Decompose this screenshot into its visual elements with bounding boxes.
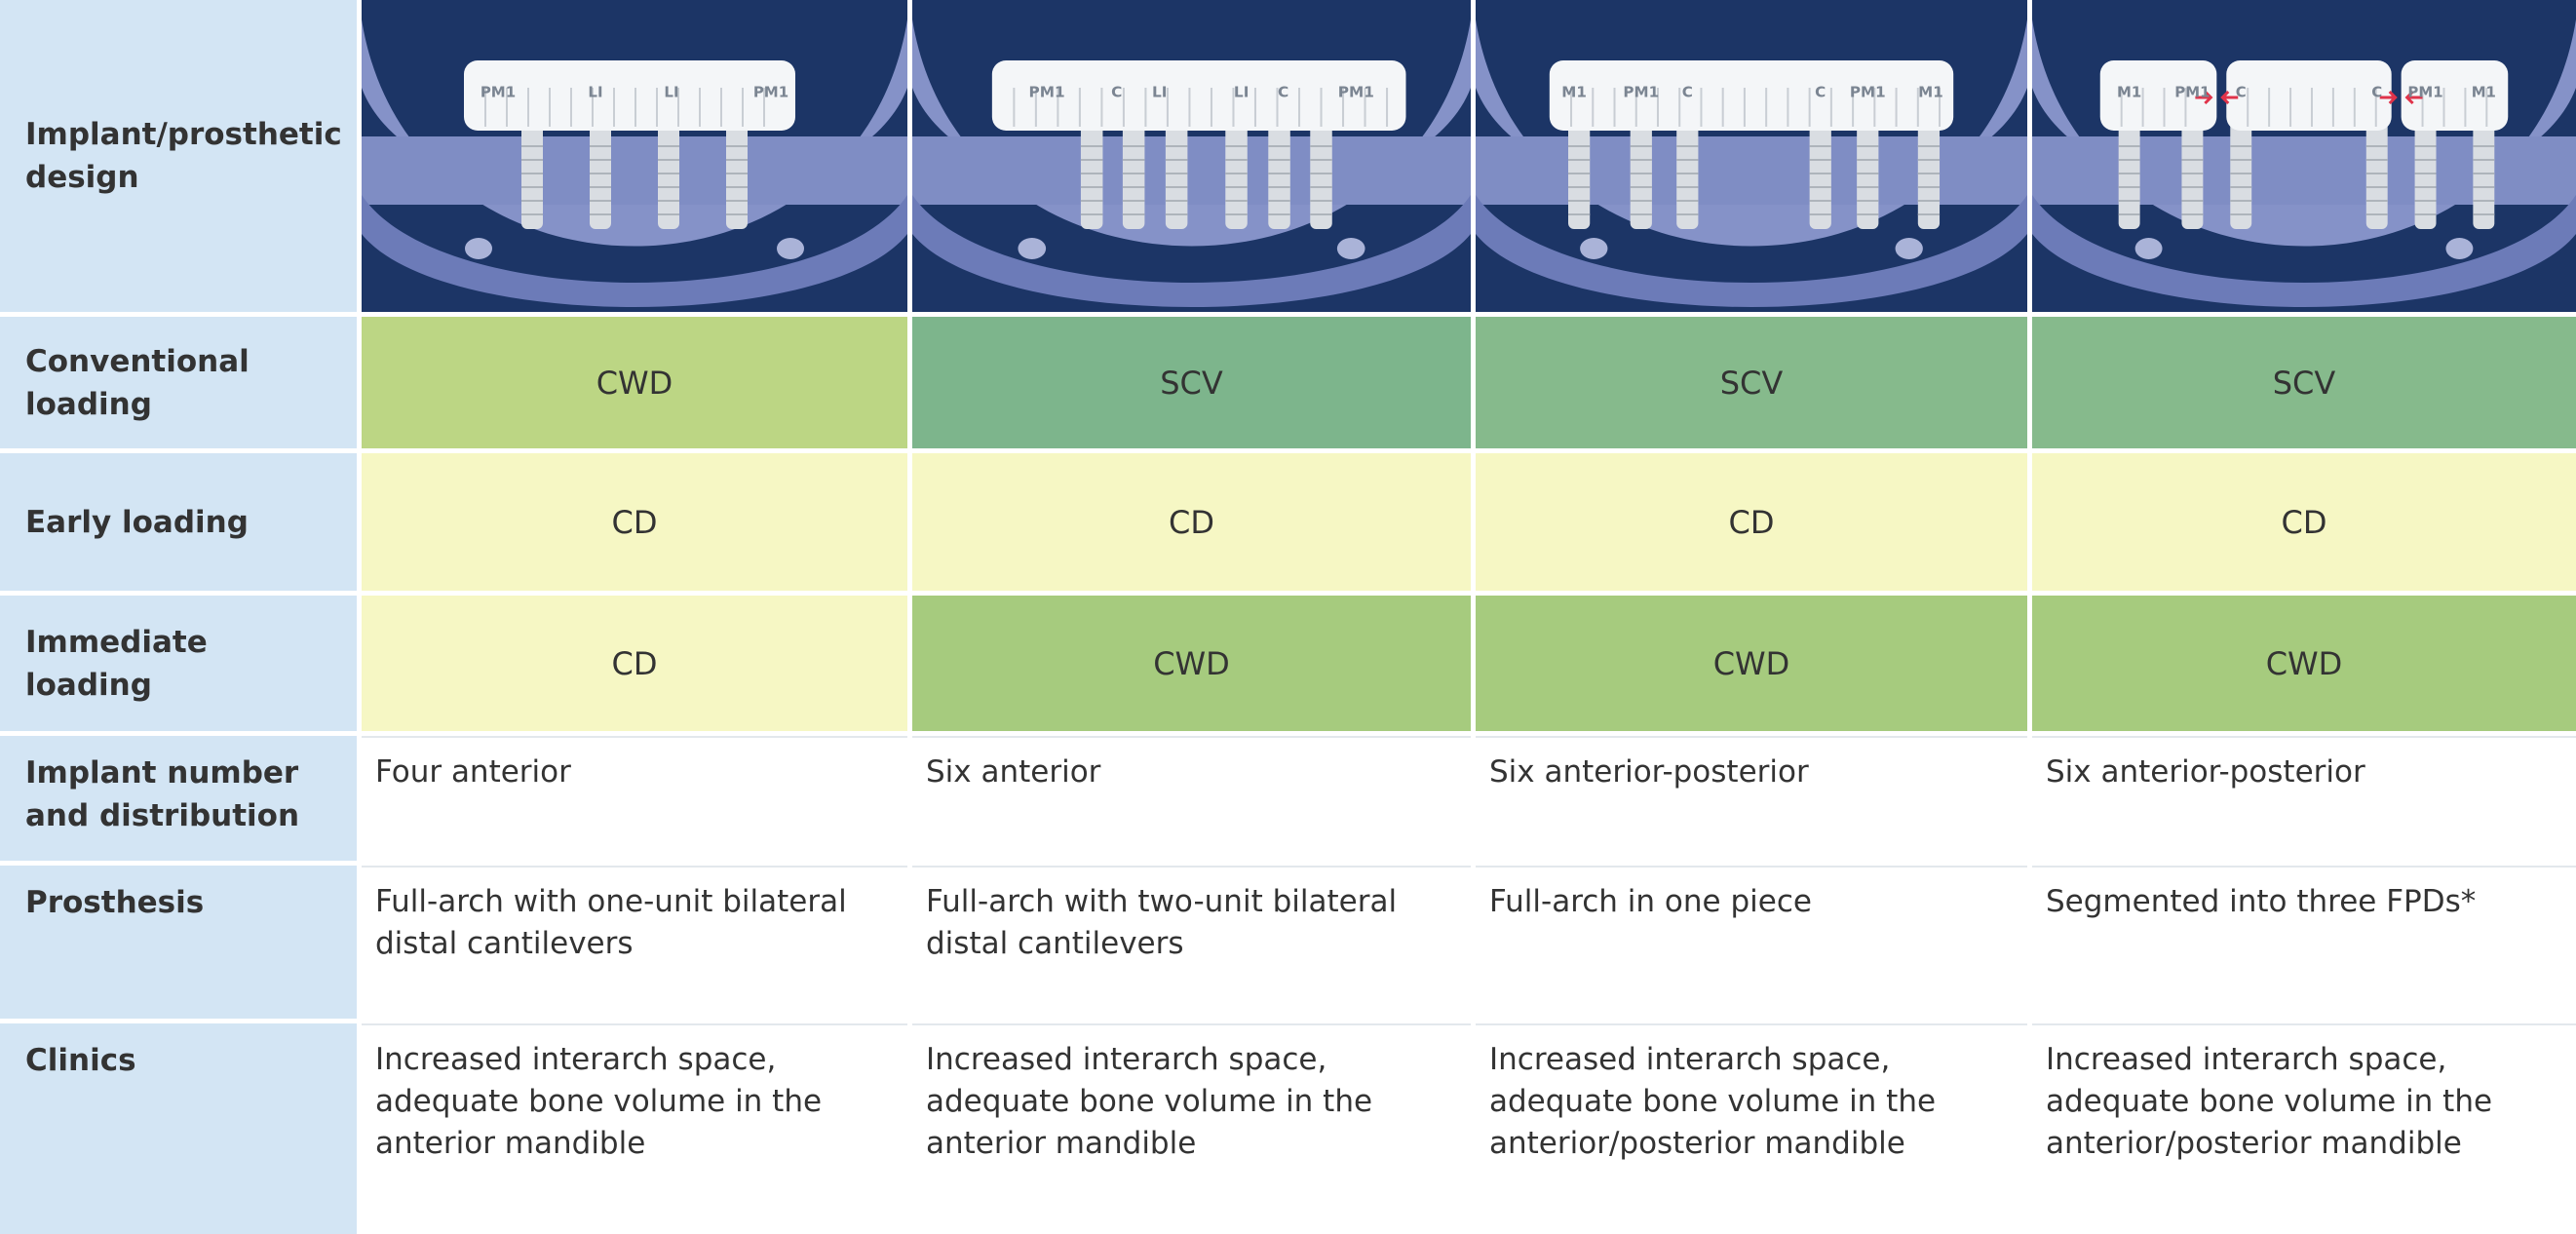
nerve xyxy=(2134,238,2163,259)
nerve xyxy=(1580,238,1608,259)
text-cell: Six anterior xyxy=(912,736,1471,861)
design-illustration: PM1 LI LI PM1 xyxy=(362,0,907,312)
illustration: M1 PM1 C C PM1 M1 xyxy=(1476,19,2027,307)
text-cell: Increased interarch space, adequate bone… xyxy=(362,1023,907,1234)
tooth-label: PM1 xyxy=(1029,84,1065,101)
row-header: Implant/prosthetic design xyxy=(0,0,357,312)
nerve xyxy=(2445,238,2474,259)
jaw-lower xyxy=(362,195,907,307)
tooth-label: PM1 xyxy=(2174,83,2210,100)
gum-band xyxy=(362,136,907,205)
prosthesis xyxy=(2401,60,2509,131)
gum-band xyxy=(2032,136,2576,205)
design-illustration: M1 PM1 C C PM1 M1 xyxy=(1476,0,2027,312)
tooth-label: PM1 xyxy=(2407,83,2442,100)
tooth-label: PM1 xyxy=(481,84,516,101)
tooth-label: C xyxy=(2371,83,2382,100)
loading-cell: CWD xyxy=(1476,596,2027,731)
tooth-label: LI xyxy=(1152,84,1167,101)
illustration: PM1 C LI LI C PM1 xyxy=(912,19,1471,307)
tooth-label: C xyxy=(1682,84,1693,101)
text-cell: Increased interarch space, adequate bone… xyxy=(912,1023,1471,1234)
design-illustration: PM1 C LI LI C PM1 xyxy=(912,0,1471,312)
loading-cell: CWD xyxy=(912,596,1471,731)
loading-cell: SCV xyxy=(1476,317,2027,448)
prosthesis xyxy=(1549,60,1954,131)
text-cell: Increased interarch space, adequate bone… xyxy=(1476,1023,2027,1234)
row-header: Early loading xyxy=(0,453,357,591)
text-cell: Full-arch with two-unit bilateral distal… xyxy=(912,866,1471,1019)
row-header: Implant number and distribution xyxy=(0,736,357,861)
illustration: PM1 LI LI PM1 xyxy=(362,19,907,307)
loading-cell: CWD xyxy=(2032,596,2576,731)
illustration: M1 PM1 C C PM1 M1 xyxy=(2032,19,2576,307)
tooth-label: LI xyxy=(588,84,602,101)
jaw-lower xyxy=(1476,195,2027,307)
text-cell: Full-arch in one piece xyxy=(1476,866,2027,1019)
row-header: Immediate loading xyxy=(0,596,357,731)
loading-cell: CWD xyxy=(362,317,907,448)
loading-cell: CD xyxy=(912,453,1471,591)
loading-cell: SCV xyxy=(2032,317,2576,448)
loading-cell: CD xyxy=(1476,453,2027,591)
loading-cell: CD xyxy=(2032,453,2576,591)
tooth-label: C xyxy=(1111,84,1122,101)
text-cell: Four anterior xyxy=(362,736,907,861)
loading-cell: CD xyxy=(362,596,907,731)
jaw-lower xyxy=(2032,195,2576,307)
tooth-label: C xyxy=(1815,84,1826,101)
nerve xyxy=(1336,238,1365,259)
tooth-label: PM1 xyxy=(1623,84,1659,101)
text-cell: Six anterior-posterior xyxy=(1476,736,2027,861)
row-header: Clinics xyxy=(0,1023,357,1234)
arrow xyxy=(2379,90,2423,105)
tooth-label: PM1 xyxy=(1338,84,1374,101)
nerve xyxy=(1895,238,1923,259)
jaw-lower xyxy=(912,195,1471,307)
design-illustration: M1 PM1 C C PM1 M1 xyxy=(2032,0,2576,312)
nerve xyxy=(465,238,492,259)
jaw-bone xyxy=(912,19,1471,247)
text-cell: Full-arch with one-unit bilateral distal… xyxy=(362,866,907,1019)
tooth-label: C xyxy=(2236,83,2247,100)
text-cell: Segmented into three FPDs* xyxy=(2032,866,2576,1019)
row-header: Prosthesis xyxy=(0,866,357,1019)
jaw-bone xyxy=(362,19,907,247)
gum-band xyxy=(1476,136,2027,205)
arrow xyxy=(2195,90,2239,105)
row-header: Conventional loading xyxy=(0,317,357,448)
prosthesis xyxy=(2226,60,2392,131)
text-cell: Six anterior-posterior xyxy=(2032,736,2576,861)
tooth-label: LI xyxy=(1234,84,1249,101)
tooth-label: LI xyxy=(664,84,678,101)
text-cell: Increased interarch space, adequate bone… xyxy=(2032,1023,2576,1234)
tooth-label: PM1 xyxy=(753,84,788,101)
tooth-label: M1 xyxy=(1918,84,1943,101)
gum-band xyxy=(912,136,1471,205)
prosthesis xyxy=(2099,60,2217,131)
jaw-bone xyxy=(2032,19,2576,247)
jaw-bone xyxy=(1476,19,2027,247)
loading-cell: CD xyxy=(362,453,907,591)
tooth-label: M1 xyxy=(1561,84,1587,101)
tooth-label: PM1 xyxy=(1850,84,1886,101)
prosthesis xyxy=(464,60,795,131)
loading-cell: SCV xyxy=(912,317,1471,448)
nerve xyxy=(1018,238,1047,259)
nerve xyxy=(777,238,804,259)
tooth-label: M1 xyxy=(2472,83,2496,100)
tooth-label: M1 xyxy=(2117,83,2141,100)
prosthesis xyxy=(991,60,1406,131)
tooth-label: C xyxy=(1278,84,1288,101)
